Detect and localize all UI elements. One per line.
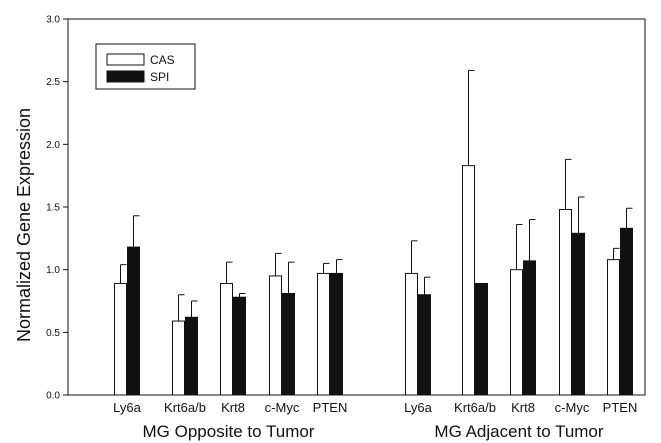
legend-swatch-spi bbox=[106, 70, 145, 83]
category-label: PTEN bbox=[313, 400, 348, 415]
bar-spi bbox=[233, 296, 246, 396]
y-tick-label: 0.0 bbox=[46, 391, 60, 402]
bar-spi bbox=[572, 232, 585, 396]
y-tick-label: 1.0 bbox=[46, 265, 60, 276]
bar-spi bbox=[185, 316, 198, 396]
y-axis-title: Normalized Gene Expression bbox=[14, 108, 34, 342]
legend-label-spi: SPI bbox=[150, 70, 169, 84]
chart-labels: Ly6a Krt6a/b Krt8 c-Myc PTEN MG Opposite to T… bbox=[113, 400, 637, 441]
category-label: Ly6a bbox=[113, 400, 141, 415]
bar-cas bbox=[559, 209, 572, 396]
group-label: MG Adjacent to Tumor bbox=[434, 422, 603, 441]
bar-spi bbox=[330, 272, 343, 396]
bar-cas bbox=[114, 282, 127, 396]
bar-spi bbox=[282, 292, 295, 396]
category-label: Krt8 bbox=[221, 400, 245, 415]
group-label: MG Opposite to Tumor bbox=[143, 422, 315, 441]
category-label: Ly6a bbox=[404, 400, 432, 415]
y-tick-label: 1.5 bbox=[46, 203, 60, 214]
bar-spi bbox=[523, 260, 536, 396]
legend-swatch-cas bbox=[106, 53, 145, 66]
category-label: Krt6a/b bbox=[164, 400, 206, 415]
legend-label-cas: CAS bbox=[150, 53, 175, 67]
y-tick-label: 2.5 bbox=[46, 77, 60, 88]
y-tick-label: 2.0 bbox=[46, 140, 60, 151]
bar-cas bbox=[607, 259, 620, 396]
y-tick-label: 0.5 bbox=[46, 328, 60, 339]
category-label: Krt6a/b bbox=[454, 400, 496, 415]
category-label: PTEN bbox=[603, 400, 638, 415]
category-label: c-Myc bbox=[265, 400, 300, 415]
bar-cas bbox=[405, 272, 418, 396]
y-tick-label: 3.0 bbox=[46, 15, 60, 26]
category-label: c-Myc bbox=[555, 400, 590, 415]
chart-axes: 0.0 0.5 1.0 1.5 2.0 2.5 3.0 bbox=[46, 15, 646, 402]
bar-spi bbox=[418, 294, 431, 396]
legend: CAS SPI bbox=[95, 43, 196, 90]
chart-bars bbox=[114, 69, 633, 396]
bar-cas bbox=[317, 272, 330, 396]
bar-spi bbox=[475, 282, 488, 396]
bar-spi bbox=[127, 246, 140, 396]
bar-cas bbox=[269, 275, 282, 396]
category-label: Krt8 bbox=[511, 400, 535, 415]
bar-cas bbox=[510, 269, 523, 396]
bar-cas bbox=[220, 282, 233, 396]
bar-spi bbox=[620, 227, 633, 396]
bar-cas bbox=[172, 320, 185, 396]
bar-cas bbox=[462, 165, 475, 396]
